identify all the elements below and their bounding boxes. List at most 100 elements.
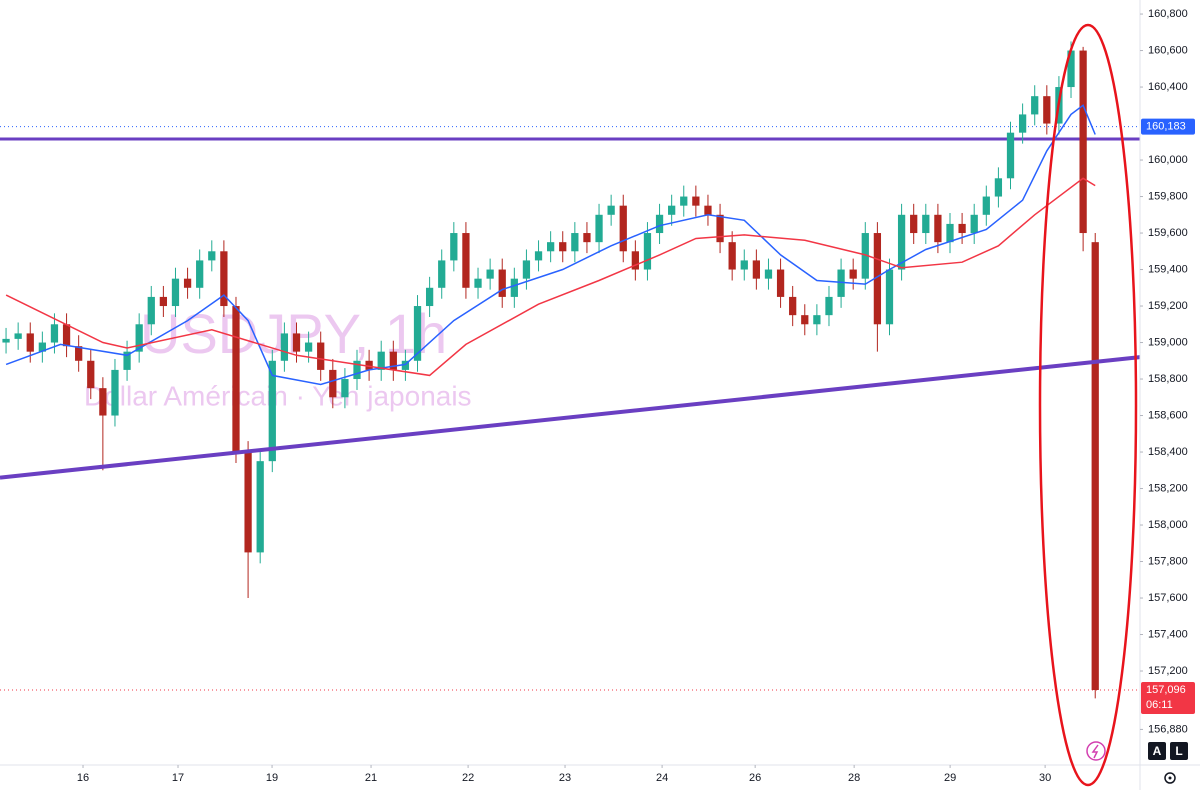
candle-body	[873, 233, 882, 325]
scale-button-label[interactable]: A	[1153, 744, 1162, 758]
candle-body	[776, 269, 785, 297]
scale-button-label[interactable]: L	[1175, 744, 1182, 758]
y-tick-label: 160,800	[1148, 8, 1188, 20]
candle-body	[946, 223, 954, 243]
candle-body	[595, 214, 603, 243]
x-tick-label: 24	[656, 772, 668, 784]
y-tick-label: 159,600	[1148, 227, 1188, 239]
candle-body	[849, 269, 857, 279]
y-tick-label: 156,880	[1148, 723, 1188, 735]
candle-body	[619, 205, 627, 252]
candle-body	[571, 233, 579, 252]
price-label: 157,096	[1146, 684, 1186, 696]
candle-body	[922, 214, 930, 234]
candle-body	[413, 306, 422, 361]
candle-body	[668, 205, 676, 215]
candle-body	[813, 315, 821, 325]
candle-body	[14, 333, 22, 339]
candle-body	[389, 351, 397, 370]
candle-body	[740, 260, 748, 270]
candle-body	[1006, 132, 1015, 179]
candle-body	[462, 233, 470, 288]
candle-body	[425, 287, 434, 307]
candle-body	[401, 360, 410, 370]
candle-body	[280, 333, 289, 361]
candle-body	[547, 242, 555, 252]
candle-body	[1067, 50, 1075, 88]
price-label-countdown: 06:11	[1146, 699, 1173, 711]
x-tick-label: 19	[266, 772, 278, 784]
trendline	[0, 355, 1141, 480]
candle-body	[377, 351, 385, 370]
candle-body	[631, 251, 639, 270]
y-tick-label: 157,200	[1148, 665, 1188, 677]
candle-body	[244, 452, 252, 553]
y-tick-label: 158,200	[1148, 482, 1188, 494]
candle-body	[655, 214, 664, 234]
alert-icon-bolt	[1091, 744, 1099, 759]
candle-body	[26, 333, 34, 352]
candle-body	[716, 214, 724, 243]
candle-body	[62, 324, 71, 347]
x-tick-label: 17	[172, 772, 184, 784]
settings-icon[interactable]	[1164, 772, 1176, 784]
candle-body	[341, 379, 349, 398]
candle-body	[958, 223, 966, 234]
candle-body	[801, 315, 809, 325]
candle-body	[87, 360, 95, 389]
candle-body	[147, 296, 155, 325]
candle-body	[353, 360, 361, 380]
moving-average	[5, 104, 1096, 386]
candle-body	[752, 260, 760, 279]
y-tick-label: 160,400	[1148, 81, 1188, 93]
candle-body	[196, 260, 204, 288]
y-tick-label: 159,800	[1148, 190, 1188, 202]
candle-body	[123, 351, 131, 370]
y-tick-label: 158,600	[1148, 409, 1188, 421]
candle-body	[861, 233, 869, 279]
scale-button[interactable]	[1170, 742, 1188, 760]
x-tick-label: 26	[749, 772, 761, 784]
candle-body	[1031, 96, 1039, 115]
x-tick-label: 16	[77, 772, 89, 784]
candle-body	[232, 306, 240, 453]
candle-body	[99, 388, 107, 416]
candle-body	[704, 205, 712, 215]
candle-body	[111, 369, 119, 416]
candle-body	[559, 242, 567, 252]
price-label: 160,183	[1146, 121, 1186, 133]
y-tick-label: 160,000	[1148, 154, 1188, 166]
alert-icon[interactable]	[1086, 741, 1106, 761]
candle-body	[728, 242, 736, 270]
candle-body	[607, 205, 615, 215]
candle-body	[2, 338, 10, 343]
y-tick-label: 159,000	[1148, 336, 1188, 348]
candle-body	[789, 296, 797, 316]
candle-body	[171, 278, 180, 307]
candle-body	[680, 196, 688, 206]
y-tick-label: 157,600	[1148, 592, 1188, 604]
candle-body	[583, 233, 591, 243]
y-tick-label: 158,000	[1148, 519, 1188, 531]
y-tick-label: 157,400	[1148, 628, 1188, 640]
scale-button[interactable]	[1148, 742, 1166, 760]
x-tick-label: 28	[848, 772, 860, 784]
candle-body	[268, 360, 276, 462]
candle-body	[970, 214, 978, 234]
y-tick-label: 159,400	[1148, 263, 1188, 275]
candle-body	[450, 233, 458, 261]
candle-body	[1018, 114, 1027, 133]
candle-body	[135, 324, 143, 352]
y-tick-label: 157,800	[1148, 555, 1188, 567]
candle-body	[256, 461, 264, 553]
candle-body	[365, 360, 373, 370]
candle-body	[643, 233, 652, 270]
x-tick-label: 30	[1039, 772, 1051, 784]
candle-body	[329, 369, 337, 398]
moving-average	[5, 177, 1096, 377]
x-tick-label: 23	[559, 772, 571, 784]
candle-body	[208, 251, 216, 261]
candle-body	[75, 346, 83, 361]
